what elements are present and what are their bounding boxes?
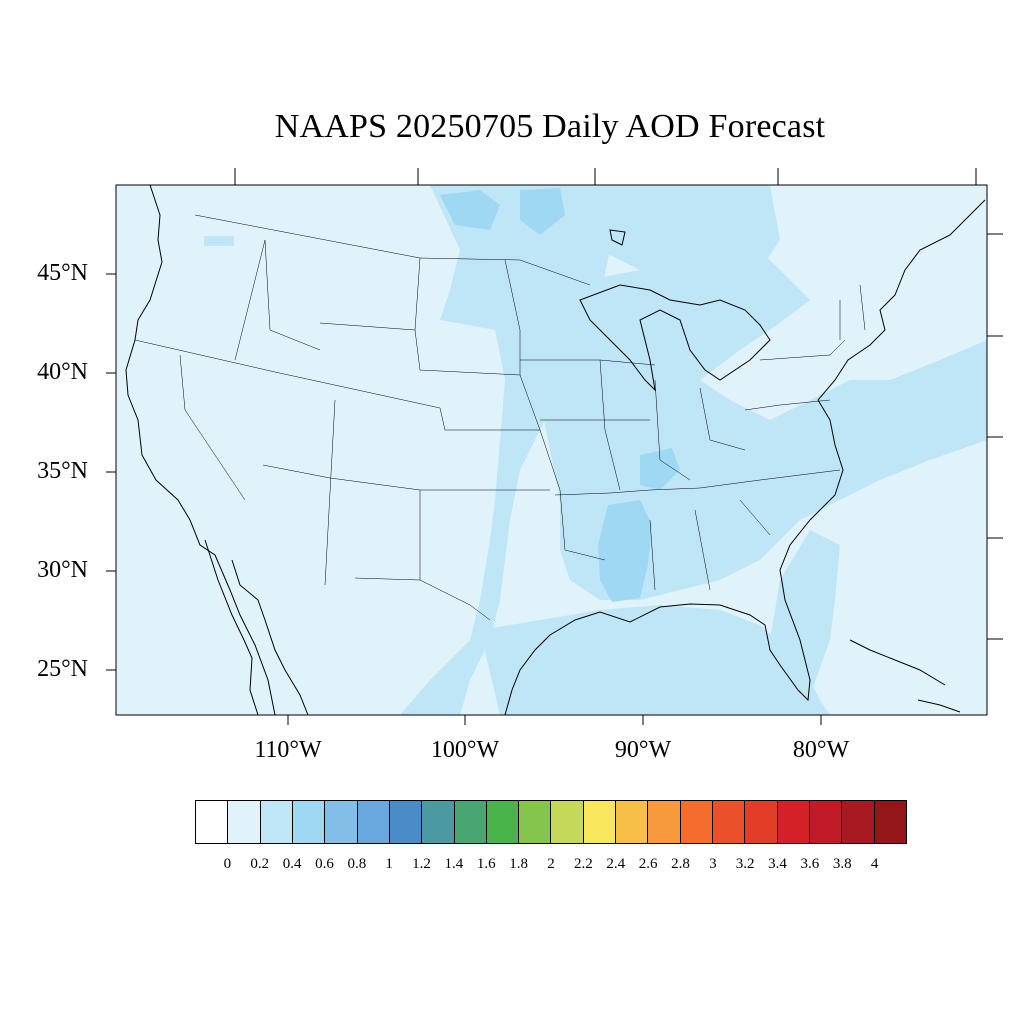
colorbar-cell-20: [842, 801, 875, 843]
colorbar-cell-18: [777, 801, 810, 843]
colorbar-tick-label: 3.6: [800, 856, 820, 872]
colorbar-cell-1: [228, 801, 261, 843]
colorbar-tick-label: 2.2: [573, 856, 593, 872]
aod-colorbar: [195, 800, 907, 844]
colorbar-tick-label: 1.6: [476, 856, 496, 872]
colorbar-tick-label: 2.6: [638, 856, 658, 872]
aod-region-small-cell: [204, 236, 234, 246]
colorbar-tick-label: 3.8: [832, 856, 852, 872]
coastline: [125, 185, 986, 715]
colorbar-tick-label: 3.2: [735, 856, 755, 872]
colorbar-cell-14: [648, 801, 681, 843]
colorbar-cell-9: [486, 801, 520, 843]
colorbar-cell-7: [422, 801, 455, 843]
colorbar-cell-16: [713, 801, 746, 843]
colorbar-tick-label: 4: [870, 856, 879, 872]
lon-label-100w: 100°W: [430, 737, 500, 763]
lat-label-45: 45°N: [37, 260, 88, 286]
aod-region-canada: [540, 185, 780, 270]
colorbar-tick-label: 3: [709, 856, 717, 872]
colorbar-tick-label: 0.8: [347, 856, 367, 872]
lon-label-110w: 110°W: [254, 737, 322, 763]
colorbar-cell-10: [519, 801, 552, 843]
lat-label-30: 30°N: [37, 557, 88, 583]
aod-shading: [116, 185, 987, 715]
colorbar-cell-4: [325, 801, 358, 843]
colorbar-tick-label: 0.6: [315, 856, 334, 872]
colorbar-tick-label: 0.4: [282, 856, 302, 872]
aod-region-ohio-valley: [640, 448, 680, 490]
colorbar-cell-12: [583, 801, 617, 843]
aod-region-east: [540, 250, 987, 600]
colorbar-tick-label: 0: [223, 856, 232, 872]
lat-label-25: 25°N: [37, 656, 88, 682]
colorbar-tick-label: 1: [385, 856, 393, 872]
colorbar-cell-5: [357, 801, 390, 843]
aod-region-north-dakota: [440, 190, 500, 230]
axis-ticks: [106, 168, 1003, 725]
colorbar-cell-8: [454, 801, 487, 843]
lat-label-35: 35°N: [37, 458, 88, 484]
plot-frame: [115, 184, 988, 716]
aod-region-gulf: [480, 605, 830, 715]
lat-label-40: 40°N: [37, 359, 88, 385]
lon-label-90w: 90°W: [614, 737, 672, 763]
colorbar-cell-19: [809, 801, 843, 843]
colorbar-cell-0: [196, 801, 229, 843]
colorbar-tick-label: 2.4: [606, 856, 626, 872]
map-title: NAAPS 20250705 Daily AOD Forecast: [274, 108, 826, 145]
aod-region-atlantic-southeast: [770, 530, 840, 690]
colorbar-cell-2: [260, 801, 293, 843]
colorbar-cell-6: [389, 801, 423, 843]
colorbar-tick-label: 2.8: [671, 856, 690, 872]
colorbar-tick-label: 3.4: [768, 856, 787, 872]
colorbar-cell-21: [874, 801, 906, 843]
state-boundaries: [134, 214, 866, 621]
aod-region-hudson-outlet: [520, 188, 565, 235]
colorbar-cell-3: [292, 801, 326, 843]
colorbar-cell-17: [745, 801, 778, 843]
colorbar-tick-label: 1.2: [412, 856, 431, 872]
colorbar-tick-label: 1.4: [444, 856, 464, 872]
colorbar-tick-label: 1.8: [509, 856, 528, 872]
lon-label-80w: 80°W: [792, 737, 850, 763]
aod-region-lower-mississippi: [598, 500, 652, 602]
colorbar-cell-13: [616, 801, 649, 843]
colorbar-cell-11: [551, 801, 584, 843]
colorbar-tick-label: 0.2: [250, 856, 270, 872]
colorbar-cell-15: [680, 801, 713, 843]
colorbar-tick-label: 2: [547, 856, 555, 872]
